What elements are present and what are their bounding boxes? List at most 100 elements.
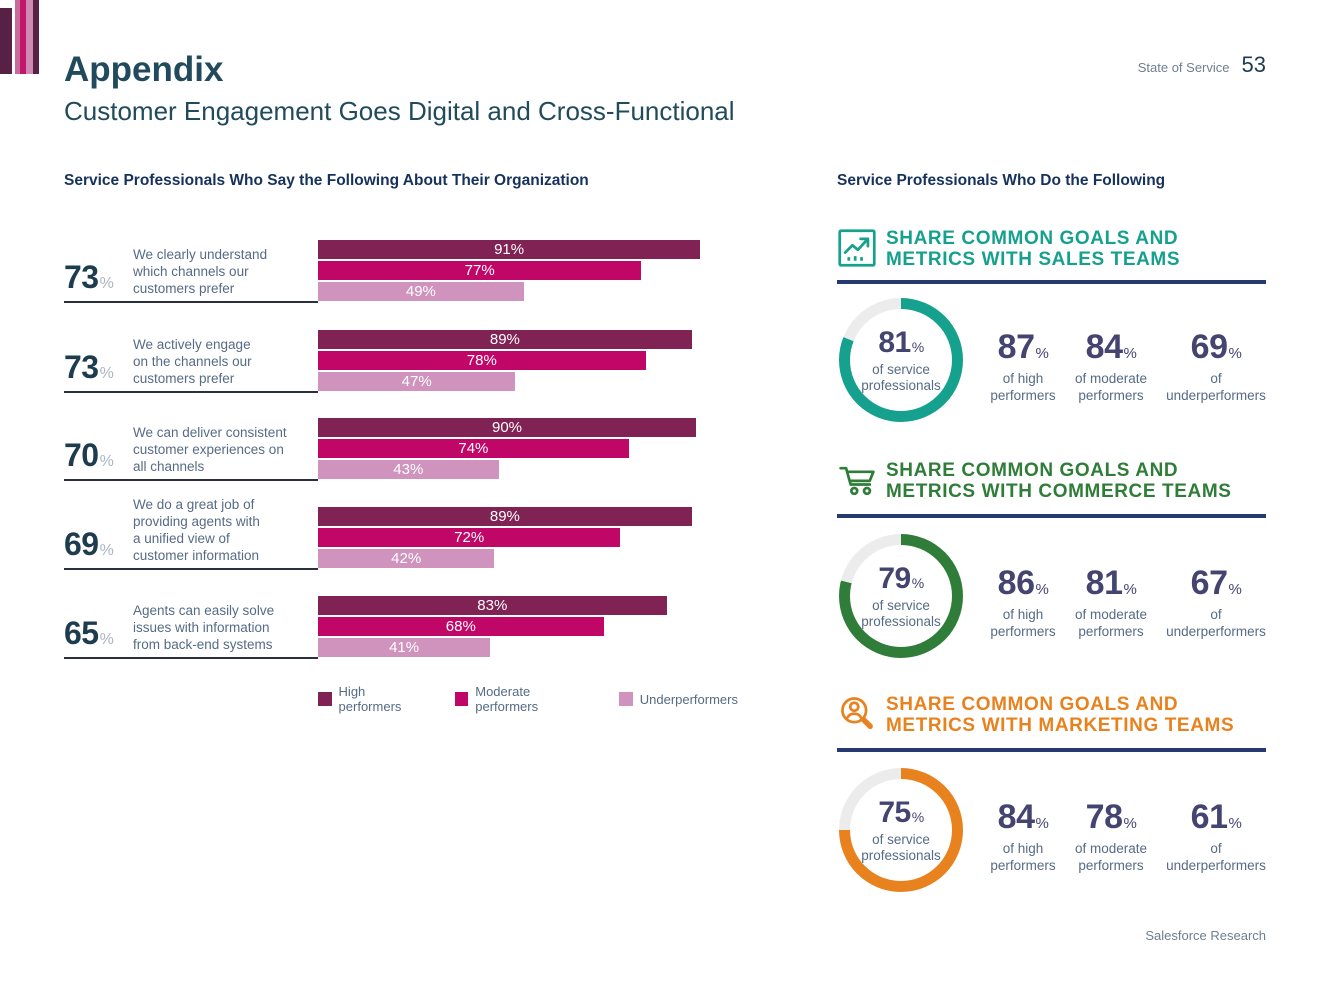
bar-value-label: 77%: [464, 262, 495, 279]
stat-value: 84%: [997, 798, 1049, 836]
bar-moderate-performers: 68%: [318, 617, 604, 636]
stat-value: 69%: [1190, 328, 1242, 366]
page-number: 53: [1241, 52, 1266, 77]
stats-row-marketing: 75% of service professionals 84% of high…: [837, 768, 1266, 892]
bar-high-performers: 90%: [318, 418, 696, 437]
group-bars: 91% 77% 49%: [318, 240, 738, 303]
bar-value-label: 78%: [466, 352, 497, 369]
donut-label: of service professionals: [861, 362, 941, 393]
stat-label: of underperformers: [1166, 607, 1266, 639]
block-title: SHARE COMMON GOALS AND METRICS WITH SALE…: [886, 228, 1181, 270]
chart-up-icon: [838, 229, 876, 267]
left-chart-title: Service Professionals Who Say the Follow…: [64, 172, 589, 189]
bar-group-channels-understand: 73% We clearly understand which channels…: [64, 240, 738, 303]
bar-value-label: 68%: [445, 618, 476, 635]
donut-value: 81%: [878, 326, 924, 359]
bar-underperformers: 42%: [318, 549, 495, 568]
block-title: SHARE COMMON GOALS AND METRICS WITH COMM…: [886, 460, 1232, 502]
bar-value-label: 83%: [477, 597, 508, 614]
divider-rule: [837, 748, 1266, 752]
brand-stripe: [15, 0, 20, 74]
stat-value: 61%: [1190, 798, 1242, 836]
donut-chart: 75% of service professionals: [839, 768, 963, 892]
group-label: We can deliver consistent customer exper…: [133, 425, 287, 474]
bar-value-label: 42%: [391, 550, 422, 567]
brand-stripe: [33, 0, 39, 74]
stat-label: of moderate performers: [1074, 371, 1148, 403]
legend-item-underperformers: Underperformers: [618, 684, 738, 714]
stat-label: of high performers: [990, 607, 1056, 639]
bar-high-performers: 91%: [318, 240, 701, 259]
group-bars: 90% 74% 43%: [318, 418, 738, 481]
stats-row-sales: 81% of service professionals 87% of high…: [837, 298, 1266, 422]
bar-high-performers: 89%: [318, 330, 692, 349]
brand-stripes: [0, 0, 39, 74]
stat-value: 84%: [1085, 328, 1137, 366]
bar-value-label: 74%: [458, 440, 489, 457]
group-bars: 83% 68% 41%: [318, 596, 738, 659]
stat-label: of high performers: [990, 371, 1056, 403]
footer-credit: Salesforce Research: [1145, 928, 1266, 943]
stat-underperformers: 67% of underperformers: [1166, 564, 1266, 640]
group-label: We clearly understand which channels our…: [133, 247, 268, 296]
bar-moderate-performers: 78%: [318, 351, 646, 370]
bar-group-consistent-experiences: 70% We can deliver consistent customer e…: [64, 418, 738, 481]
bar-value-label: 89%: [489, 508, 520, 525]
bar-high-performers: 83%: [318, 596, 667, 615]
bar-value-label: 49%: [405, 283, 436, 300]
bar-value-label: 43%: [393, 461, 424, 478]
group-label: We do a great job of providing agents wi…: [133, 497, 260, 563]
brand-stripe: [20, 0, 26, 74]
bar-moderate-performers: 72%: [318, 528, 621, 547]
bar-group-unified-view: 69% We do a great job of providing agent…: [64, 497, 738, 570]
stat-moderate-performers: 78% of moderate performers: [1075, 798, 1147, 874]
group-bars: 89% 72% 42%: [318, 507, 738, 570]
block-title: SHARE COMMON GOALS AND METRICS WITH MARK…: [886, 694, 1235, 736]
stat-value: 81%: [1085, 564, 1137, 602]
block-head-sales: SHARE COMMON GOALS AND METRICS WITH SALE…: [837, 228, 1180, 270]
group-bars: 89% 78% 47%: [318, 330, 738, 393]
bar-underperformers: 49%: [318, 282, 524, 301]
bar-group-backend-systems: 65% Agents can easily solve issues with …: [64, 596, 738, 659]
divider-rule: [837, 514, 1266, 518]
bar-moderate-performers: 77%: [318, 261, 642, 280]
stat-label: of moderate performers: [1074, 841, 1148, 873]
stat-high-performers: 84% of high performers: [990, 798, 1055, 874]
page-title: Appendix: [64, 50, 224, 89]
stats-row-commerce: 79% of service professionals 86% of high…: [837, 534, 1266, 658]
donut-value: 79%: [878, 562, 924, 595]
legend-label: Underperformers: [639, 691, 738, 707]
legend-swatch: [318, 692, 332, 706]
stat-label: of high performers: [990, 841, 1056, 873]
bar-group-actively-engage: 73% We actively engage on the channels o…: [64, 330, 738, 393]
bar-value-label: 41%: [389, 639, 420, 656]
right-section-title: Service Professionals Who Do the Followi…: [837, 172, 1166, 189]
group-label: Agents can easily solve issues with info…: [133, 603, 275, 652]
stat-value: 86%: [997, 564, 1049, 602]
donut-center: 79% of service professionals: [839, 534, 963, 658]
say-following-chart: Service Professionals Who Say the Follow…: [64, 0, 738, 1000]
group-total: 73%: [64, 349, 114, 385]
stat-value: 67%: [1190, 564, 1242, 602]
chart-legend: High performers Moderate performers Unde…: [318, 684, 738, 714]
divider-rule: [837, 280, 1266, 284]
group-total: 69%: [64, 526, 114, 562]
cart-icon: [839, 466, 875, 496]
group-total: 65%: [64, 615, 114, 651]
brand-stripe: [26, 0, 33, 74]
legend-item-high-performers: High performers: [318, 684, 429, 714]
block-head-commerce: SHARE COMMON GOALS AND METRICS WITH COMM…: [837, 460, 1232, 502]
stat-high-performers: 86% of high performers: [990, 564, 1055, 640]
brand-stripe: [0, 8, 12, 74]
stat-high-performers: 87% of high performers: [990, 328, 1055, 404]
bar-underperformers: 41%: [318, 638, 491, 657]
stat-value: 78%: [1085, 798, 1137, 836]
page-subtitle: Customer Engagement Goes Digital and Cro…: [64, 96, 735, 126]
page-reference: State of Service 53: [1138, 52, 1266, 78]
donut-chart: 81% of service professionals: [839, 298, 963, 422]
stat-value: 87%: [997, 328, 1049, 366]
stat-label: of underperformers: [1166, 841, 1266, 873]
bar-high-performers: 89%: [318, 507, 692, 526]
legend-label: High performers: [338, 684, 402, 714]
